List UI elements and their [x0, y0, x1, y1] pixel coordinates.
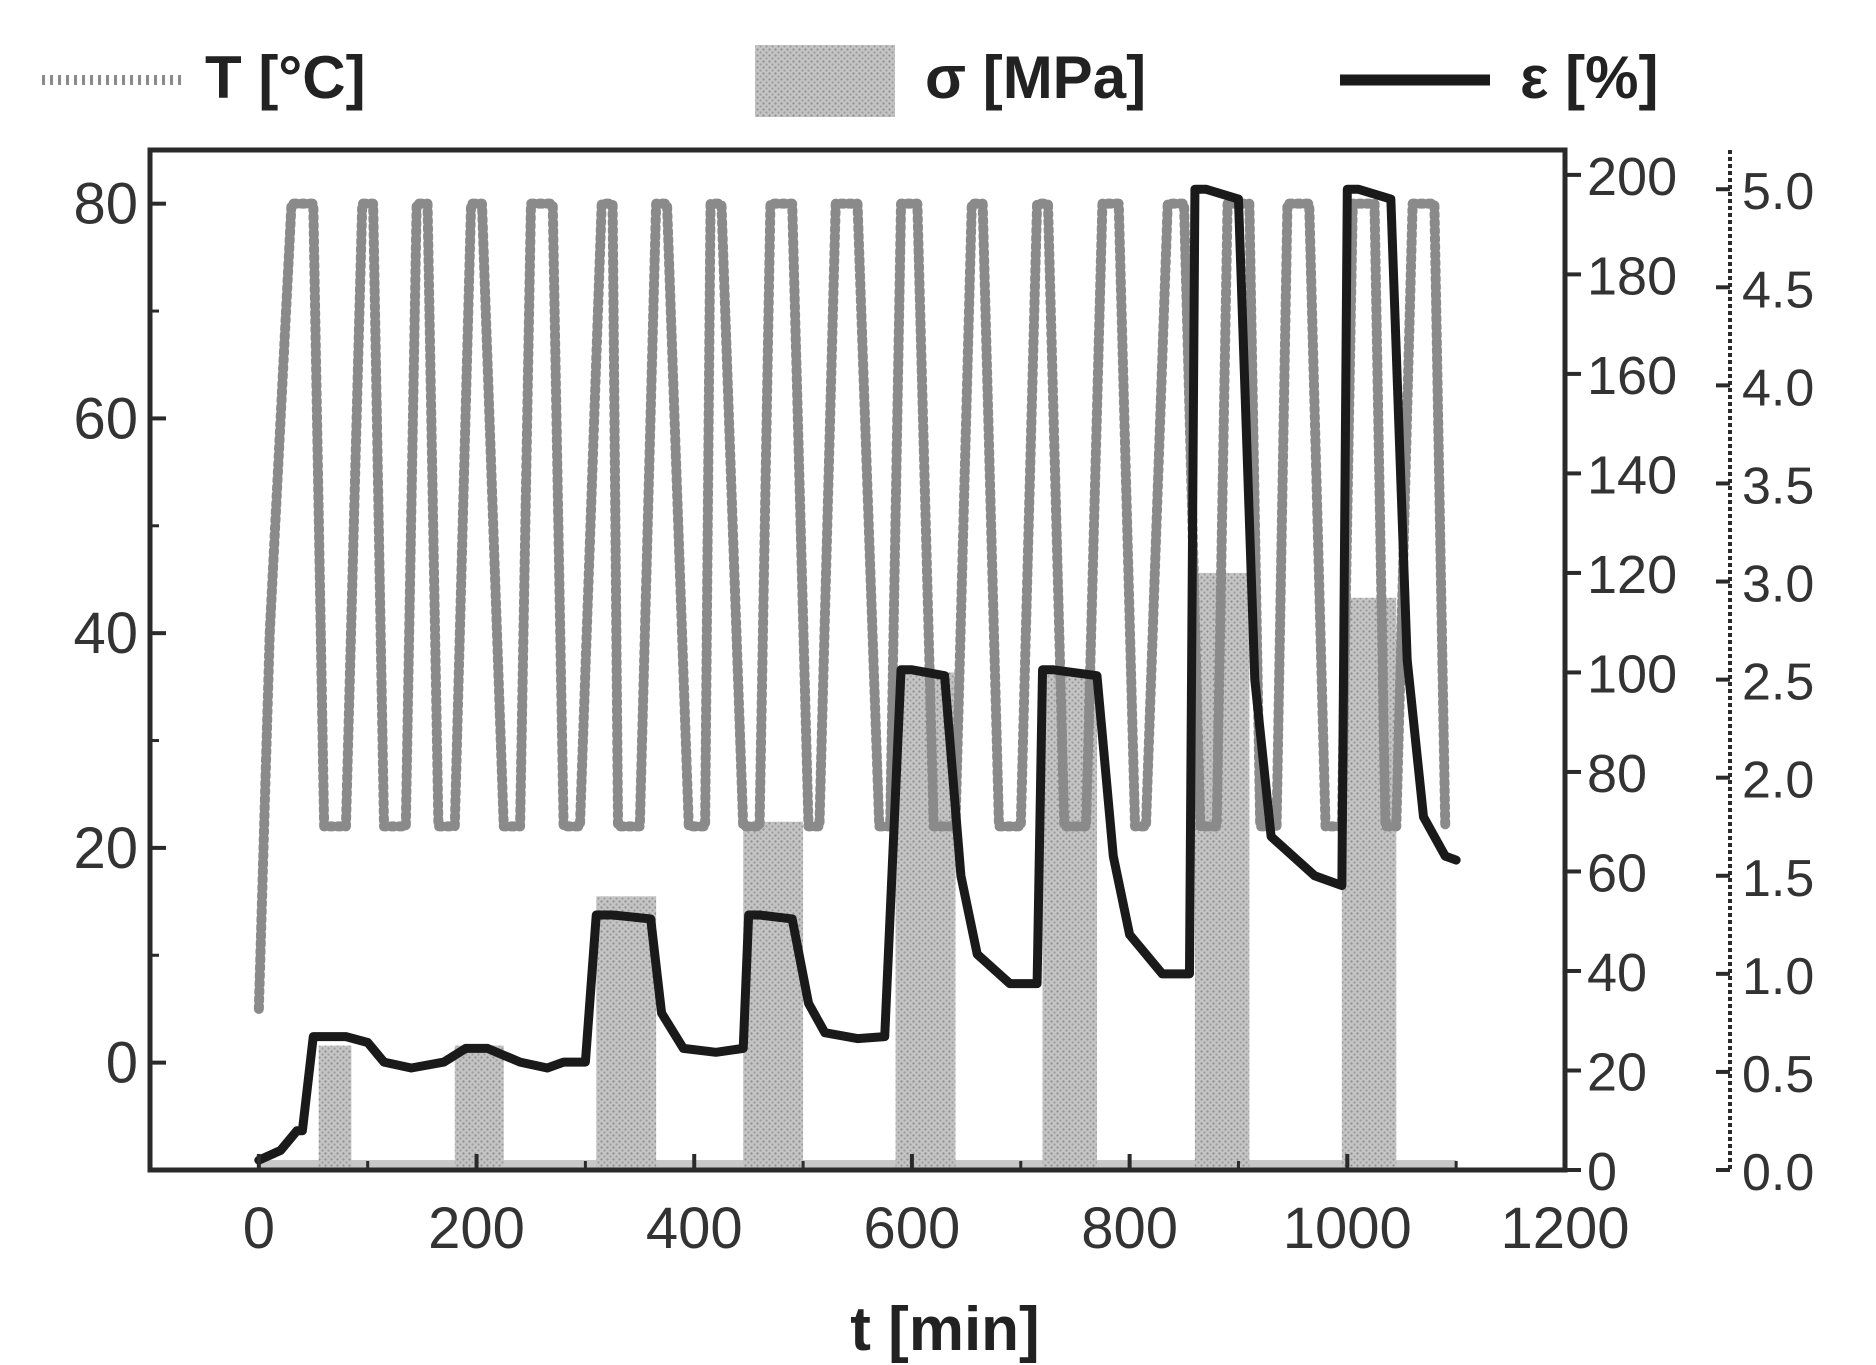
y-strain-tick-label-4: 2.0 [1742, 752, 1814, 810]
stress-pulse-4 [743, 821, 804, 1170]
y-strain-tick-label-10: 5.0 [1742, 163, 1814, 221]
stress-pulse-1 [318, 1045, 352, 1170]
y-axis-stress: 0 20 40 60 80 100 120 140 160 180 200 [1565, 147, 1677, 1202]
y-strain-tick-label-1: 0.5 [1742, 1046, 1814, 1104]
legend: T [°C] σ [MPa] ε [%] [42, 44, 1658, 117]
y-stress-tick-label-2: 40 [1587, 943, 1647, 1003]
y-axis-strain: 0.0 0.5 1.0 1.5 2.0 2.5 3.0 3.5 4.0 4.5 5.0 [1716, 150, 1814, 1202]
y-left-tick-label-3: 60 [73, 386, 138, 451]
y-strain-tick-label-5: 2.5 [1742, 654, 1814, 712]
legend-swatch-stress [755, 45, 895, 117]
strain-line [254, 184, 1461, 1165]
x-tick-label-0: 0 [243, 1196, 275, 1261]
y-axis-temperature: 0 20 40 60 80 [73, 172, 166, 1172]
x-axis: 0 200 400 600 800 1000 1200 [148, 1154, 1630, 1261]
legend-label-temperature: T [°C] [205, 44, 366, 111]
strain-series [254, 184, 1461, 1165]
y-strain-tick-label-6: 3.0 [1742, 556, 1814, 614]
y-strain-tick-label-7: 3.5 [1742, 457, 1814, 515]
x-tick-label-4: 800 [1081, 1196, 1178, 1261]
legend-label-strain: ε [%] [1520, 44, 1658, 111]
stress-baseline-band [258, 1160, 1457, 1170]
temperature-line [253, 198, 1451, 1014]
x-tick-label-1: 200 [428, 1196, 525, 1261]
y-stress-tick-label-3: 60 [1587, 843, 1647, 903]
y-stress-tick-label-0: 0 [1587, 1142, 1617, 1202]
y-left-tick-label-0: 0 [106, 1031, 138, 1096]
stress-pulse-8 [1341, 597, 1397, 1170]
x-tick-label-5: 1000 [1283, 1196, 1412, 1261]
y-strain-tick-label-2: 1.0 [1742, 948, 1814, 1006]
y-stress-tick-label-6: 120 [1587, 545, 1677, 605]
y-stress-tick-label-7: 140 [1587, 445, 1677, 505]
stress-pulse-5 [895, 672, 956, 1170]
legend-label-stress: σ [MPa] [925, 44, 1146, 111]
y-stress-tick-label-9: 180 [1587, 246, 1677, 306]
y-stress-tick-label-4: 80 [1587, 744, 1647, 804]
y-left-tick-label-4: 80 [73, 172, 138, 237]
plot-frame [147, 147, 1568, 1173]
x-tick-label-3: 600 [864, 1196, 961, 1261]
y-stress-tick-label-10: 200 [1587, 147, 1677, 207]
y-strain-tick-label-3: 1.5 [1742, 850, 1814, 908]
temperature-series [253, 198, 1451, 1014]
x-tick-label-2: 400 [646, 1196, 743, 1261]
y-stress-tick-label-5: 100 [1587, 644, 1677, 704]
stress-pulse-2 [454, 1045, 504, 1170]
y-strain-tick-label-9: 4.5 [1742, 261, 1814, 319]
x-tick-label-6: 1200 [1500, 1196, 1629, 1261]
stress-pulse-3 [596, 896, 657, 1170]
y-left-tick-label-1: 20 [73, 816, 138, 881]
y-strain-tick-label-0: 0.0 [1742, 1144, 1814, 1202]
y-left-tick-label-2: 40 [73, 601, 138, 666]
y-stress-tick-label-1: 20 [1587, 1042, 1647, 1102]
x-axis-title: t [min] [850, 1295, 1039, 1364]
y-strain-tick-label-8: 4.0 [1742, 359, 1814, 417]
y-stress-tick-label-8: 160 [1587, 346, 1677, 406]
plot-area [147, 147, 1568, 1173]
